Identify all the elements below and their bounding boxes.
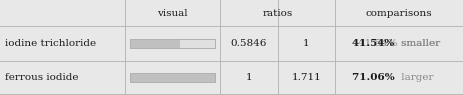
Bar — [130, 39, 215, 48]
Bar — [130, 73, 215, 82]
Text: 41.54% smaller: 41.54% smaller — [358, 39, 440, 48]
Bar — [130, 73, 215, 82]
Text: iodine trichloride: iodine trichloride — [5, 39, 96, 48]
Text: smaller: smaller — [398, 39, 440, 48]
Bar — [130, 39, 215, 48]
Text: 71.06%: 71.06% — [352, 73, 398, 82]
Text: 1.711: 1.711 — [292, 73, 321, 82]
Bar — [130, 73, 215, 82]
Bar — [130, 39, 180, 48]
Text: 0.5846: 0.5846 — [231, 39, 267, 48]
Text: larger: larger — [398, 73, 433, 82]
Text: 1: 1 — [303, 39, 310, 48]
Text: visual: visual — [157, 8, 188, 17]
Text: 1: 1 — [246, 73, 252, 82]
Text: ratios: ratios — [263, 8, 293, 17]
Text: ferrous iodide: ferrous iodide — [5, 73, 79, 82]
Text: 41.54%: 41.54% — [352, 39, 398, 48]
Text: 71.06% larger: 71.06% larger — [362, 73, 437, 82]
Text: comparisons: comparisons — [366, 8, 432, 17]
